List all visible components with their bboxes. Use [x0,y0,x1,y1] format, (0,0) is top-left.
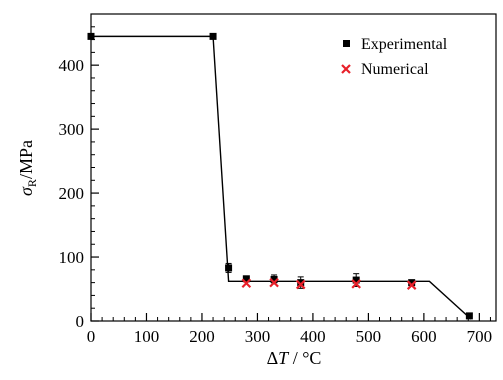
x-tick-label: 500 [356,327,382,346]
legend: Experimental Numerical [341,36,448,78]
x-axis-label: ΔT / °C [267,348,322,368]
numerical-point-stroke [295,279,306,290]
y-tick-label: 300 [59,120,85,139]
experimental-point [408,279,416,287]
x-tick-label: 400 [300,327,326,346]
y-tick-label: 200 [59,184,85,203]
plot-frame [90,13,497,322]
experimental-point [465,312,473,320]
markers [87,32,473,320]
experimental-point [270,275,278,283]
x-axis-label-var: T [278,348,290,368]
x-axis-label-unit: / °C [288,348,321,368]
numerical-point [295,279,306,290]
x-tick-label: 700 [467,327,493,346]
experimental-point [209,32,217,40]
legend-numerical-label: Numerical [361,61,429,78]
numerical-point-stroke [269,277,279,288]
x-axis-label-greek: Δ [267,348,279,368]
numerical-point-stroke [406,280,417,290]
y-axis-label-sub: R [25,179,39,187]
numerical-point [269,277,279,288]
legend-experimental-marker [343,40,350,47]
experimental-point [297,279,305,287]
major-ticks [90,64,480,322]
x-tick-labels: 0 100 200 300 400 500 600 700 [87,327,492,346]
x-tick-label: 300 [245,327,271,346]
experimental-point [352,276,360,284]
fit-line [91,35,472,320]
y-axis-label-unit: /MPa [16,140,36,179]
y-tick-label: 100 [59,248,85,267]
minor-ticks [91,13,491,321]
x-tick-label: 600 [411,327,437,346]
y-axis-label: σR/MPa [16,140,39,196]
y-tick-label: 400 [59,56,85,75]
numerical-point [351,279,361,289]
experimental-point [87,32,95,40]
x-tick-label: 0 [87,327,96,346]
y-axis-label-var: σ [16,186,36,196]
experimental-point [242,275,250,283]
legend-experimental-label: Experimental [361,36,448,53]
y-tick-label: 0 [76,312,85,331]
numerical-point [241,278,252,289]
x-tick-label: 200 [189,327,215,346]
legend-numerical-marker [341,64,351,74]
error-bars [225,262,473,319]
numerical-point-stroke [241,278,252,289]
y-tick-labels: 0 100 200 300 400 [59,56,85,331]
numerical-point [406,280,417,290]
x-tick-label: 100 [134,327,160,346]
numerical-point-stroke [351,279,361,289]
experimental-point [225,264,233,272]
